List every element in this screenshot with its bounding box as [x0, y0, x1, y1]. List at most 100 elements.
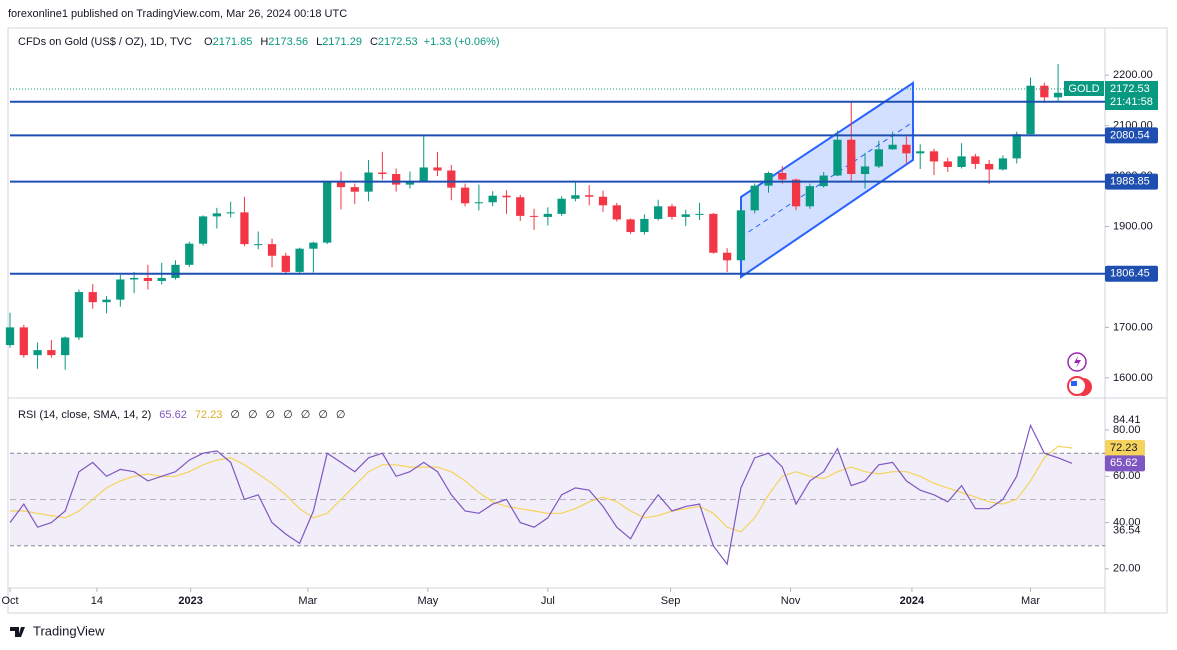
candle-body — [5, 327, 15, 346]
candle-body — [998, 158, 1008, 170]
y-tick-label: 60.00 — [1113, 470, 1141, 482]
chart-icons — [1067, 352, 1092, 396]
candle-body — [447, 170, 456, 188]
sma-line — [10, 445, 1072, 533]
candle-body — [722, 252, 732, 261]
marked-value: 84.41 — [1113, 414, 1141, 426]
level-label: 1988.85 — [1110, 176, 1150, 188]
candle-body — [929, 151, 939, 162]
sma-value: 72.23 — [195, 409, 223, 421]
candle-body — [198, 216, 208, 244]
published-line: forexonline1 published on TradingView.co… — [8, 8, 347, 20]
brand: TradingView — [33, 623, 105, 638]
candle-body — [833, 139, 842, 176]
y-tick-label: 2200.00 — [1113, 69, 1153, 81]
candle-body — [336, 182, 346, 188]
flag-canton — [1071, 381, 1077, 386]
candle-body — [323, 182, 332, 243]
candle-body — [212, 213, 222, 217]
candle-body — [516, 197, 525, 216]
level-label-box — [1105, 265, 1158, 282]
candle-body — [281, 255, 290, 272]
y-tick-label: 80.00 — [1113, 424, 1141, 436]
placeholder: ∅ — [318, 409, 328, 421]
candle-body — [19, 327, 28, 356]
level-label-box — [1105, 127, 1158, 144]
value-box-label: 72.23 — [1110, 442, 1138, 454]
ohlc-value: 2173.56 — [268, 36, 308, 48]
candle-body — [267, 244, 277, 256]
candle-body — [405, 181, 415, 185]
ohlc-label: L — [316, 36, 322, 48]
placeholder: ∅ — [301, 409, 311, 421]
candle-body — [654, 206, 663, 219]
candle-body — [764, 173, 773, 186]
candle-body — [33, 350, 42, 356]
symbol-title: CFDs on Gold (US$ / OZ), 1D, TVC — [18, 36, 192, 48]
change: +1.33 (+0.06%) — [424, 36, 500, 48]
candle-body — [874, 149, 883, 167]
symbol-box — [1064, 80, 1104, 96]
candle-body — [392, 174, 401, 185]
x-tick-label: 14 — [91, 595, 103, 607]
candle-body — [860, 166, 870, 175]
candle-body — [102, 299, 111, 303]
placeholder: ∅ — [283, 409, 293, 421]
candle-body — [585, 195, 594, 197]
candle-body — [888, 144, 897, 150]
candle-body — [612, 205, 621, 220]
last-price-label: 2172.53 — [1110, 83, 1150, 95]
candle-body — [157, 277, 166, 281]
candle-body — [143, 277, 153, 281]
candle-body — [254, 244, 263, 246]
candle-body — [350, 187, 359, 192]
symbol-label: GOLD — [1068, 83, 1099, 95]
candle-body — [61, 337, 70, 356]
x-tick-label: Nov — [781, 595, 801, 607]
candle-body — [667, 206, 677, 217]
x-tick-label: 2023 — [178, 595, 202, 607]
candle-body — [791, 179, 801, 207]
candle-body — [185, 243, 194, 265]
legend-line: CFDs on Gold (US$ / OZ), 1D, TVC O2171.85… — [18, 36, 500, 48]
x-tick-label: Mar — [1021, 595, 1040, 607]
candle-body — [943, 161, 952, 167]
indicator-title: RSI (14, close, SMA, 14, 2) — [18, 409, 151, 421]
candle-body — [378, 172, 387, 175]
value-box — [1105, 455, 1145, 472]
candle-body — [116, 279, 125, 300]
level-label-box — [1105, 173, 1158, 190]
candle-body — [598, 196, 608, 206]
candle-body — [474, 202, 484, 204]
candle-body — [805, 186, 815, 207]
value-box — [1105, 440, 1145, 457]
lightning-icon — [1074, 356, 1081, 368]
candle-body — [971, 156, 980, 164]
candle-body — [750, 185, 759, 211]
tv-logo — [10, 627, 25, 637]
ohlc-label: O — [204, 36, 213, 48]
candle-body — [1053, 92, 1063, 98]
logo-mark — [10, 627, 25, 637]
candle-body — [985, 163, 994, 170]
candle-body — [543, 213, 552, 217]
ohlc-label: C — [370, 36, 378, 48]
x-tick-label: Sep — [661, 595, 681, 607]
y-tick-label: 40.00 — [1113, 516, 1141, 528]
candle-body — [695, 213, 704, 215]
candle-body — [129, 277, 139, 280]
candle-body — [902, 144, 911, 154]
candle-body — [529, 215, 539, 217]
x-tick-label: Oct — [1, 595, 18, 607]
placeholder: ∅ — [336, 409, 346, 421]
placeholder: ∅ — [248, 409, 258, 421]
x-tick-label: Mar — [298, 595, 317, 607]
last-price-box — [1105, 80, 1158, 110]
chart-frame — [7, 27, 1168, 614]
candle-body — [295, 248, 304, 272]
candle-body — [709, 213, 718, 253]
ohlc-value: 2172.53 — [378, 36, 418, 48]
candle-body — [240, 212, 249, 245]
